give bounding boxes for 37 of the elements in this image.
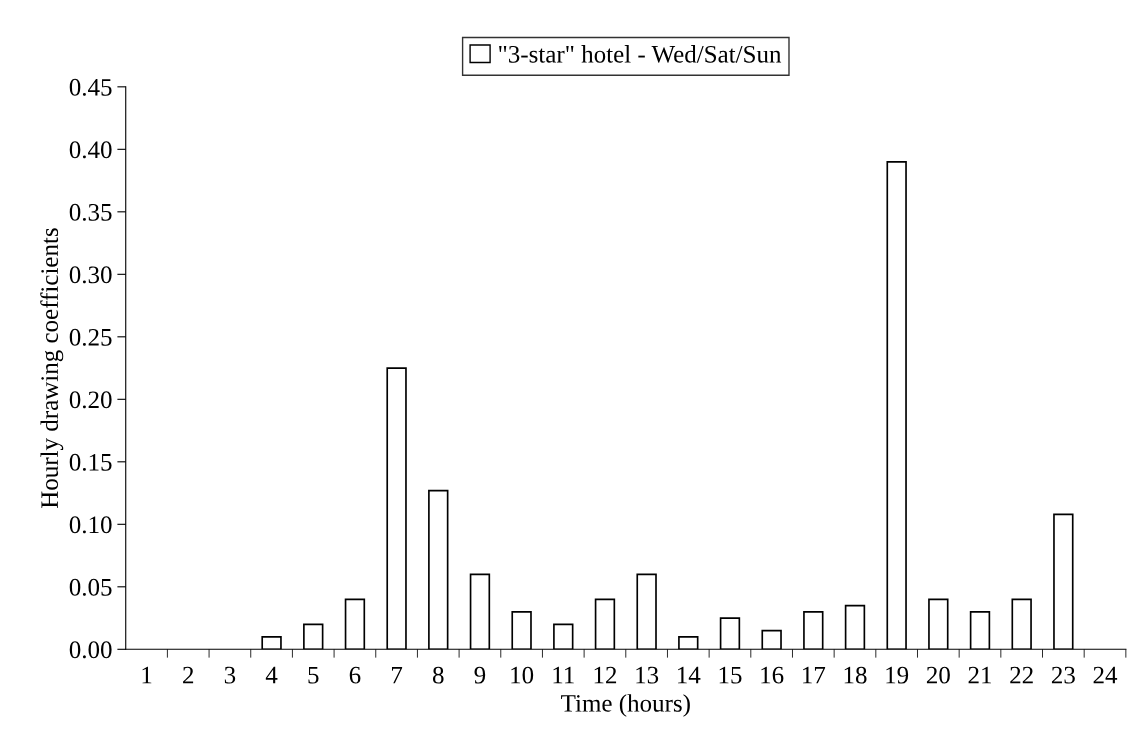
x-tick-label: 5 bbox=[308, 666, 319, 684]
x-tick-label: 22 bbox=[1010, 666, 1033, 684]
y-tick-label: 0.20 bbox=[69, 391, 112, 409]
x-tick-label: 4 bbox=[265, 666, 278, 684]
x-tick-label: 11 bbox=[553, 666, 574, 684]
y-tick-label: 0.05 bbox=[69, 578, 112, 596]
x-tick-label: 2 bbox=[183, 666, 194, 684]
x-tick-label: 17 bbox=[803, 666, 826, 684]
x-tick-label: 14 bbox=[678, 666, 701, 684]
x-tick-label: 1 bbox=[142, 666, 152, 684]
y-tick-label: 0.45 bbox=[69, 78, 112, 96]
y-axis-title: Hourly drawing coefficients bbox=[40, 228, 64, 509]
y-tick-label: 0.40 bbox=[69, 141, 112, 159]
x-tick-label: 21 bbox=[968, 666, 991, 684]
legend-label: "3-star" hotel - Wed/Sat/Sun bbox=[499, 45, 782, 63]
y-tick-label: 0.25 bbox=[69, 328, 112, 346]
x-tick-label: 23 bbox=[1051, 666, 1075, 684]
x-tick-label: 24 bbox=[1093, 666, 1118, 684]
x-tick-label: 16 bbox=[761, 666, 784, 684]
x-tick-label: 9 bbox=[474, 666, 486, 684]
x-tick-label: 10 bbox=[511, 666, 534, 684]
x-tick-label: 3 bbox=[224, 666, 236, 684]
x-tick-label: 13 bbox=[636, 666, 659, 684]
x-axis-title: Time (hours) bbox=[561, 694, 690, 717]
y-tick-label: 0.30 bbox=[69, 266, 112, 284]
x-tick-label: 8 bbox=[432, 666, 444, 684]
x-tick-label: 15 bbox=[719, 666, 742, 684]
x-tick-label: 12 bbox=[594, 666, 617, 684]
x-tick-label: 19 bbox=[886, 666, 909, 684]
y-tick-label: 0.00 bbox=[69, 641, 112, 659]
x-tick-label: 20 bbox=[926, 666, 950, 684]
x-tick-label: 7 bbox=[392, 666, 403, 684]
x-tick-label: 6 bbox=[349, 666, 361, 684]
y-tick-label: 0.35 bbox=[69, 203, 112, 221]
x-tick-label: 18 bbox=[844, 666, 867, 684]
y-tick-label: 0.10 bbox=[69, 516, 112, 534]
y-tick-label: 0.15 bbox=[69, 453, 112, 471]
